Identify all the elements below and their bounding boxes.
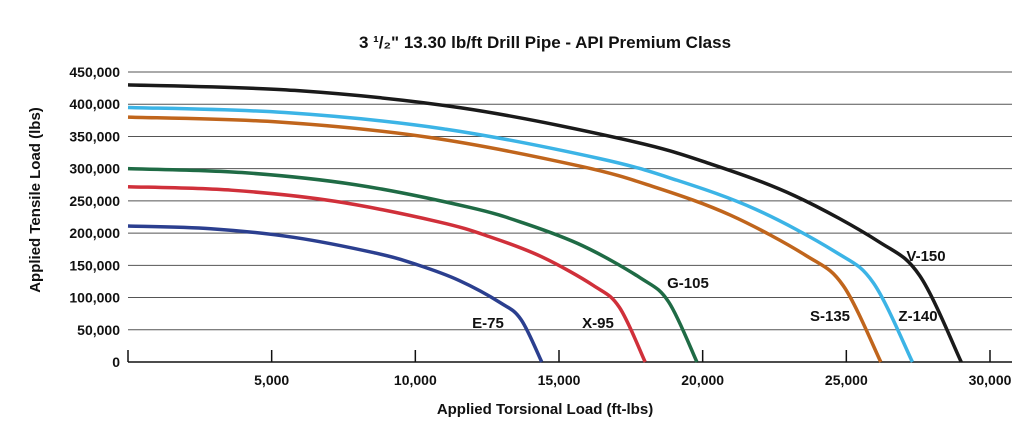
series-line — [127, 115, 883, 363]
x-tick-label: 30,000 — [969, 372, 1012, 388]
x-tick-label: 5,000 — [254, 372, 289, 388]
x-tick-label: 10,000 — [394, 372, 437, 388]
y-tick-label: 250,000 — [69, 193, 120, 209]
series-line — [127, 166, 699, 363]
series-line — [127, 105, 914, 363]
y-tick-label: 100,000 — [69, 290, 120, 306]
series-label: Z-140 — [898, 308, 937, 325]
x-axis-title: Applied Torsional Load (ft-lbs) — [437, 401, 653, 418]
series-line — [127, 184, 647, 363]
y-tick-label: 400,000 — [69, 96, 120, 112]
y-tick-label: 300,000 — [69, 161, 120, 177]
y-tick-label: 350,000 — [69, 128, 120, 144]
series-line — [127, 83, 963, 363]
y-tick-label: 200,000 — [69, 225, 120, 241]
y-tick-label: 150,000 — [69, 257, 120, 273]
chart-title: 3 ¹/₂" 13.30 lb/ft Drill Pipe - API Prem… — [359, 33, 731, 52]
series-label: S-135 — [810, 308, 850, 325]
y-tick-label: 450,000 — [69, 64, 120, 80]
series-label: E-75 — [472, 315, 504, 332]
series-label: V-150 — [906, 248, 945, 265]
y-tick-label: 0 — [112, 354, 120, 370]
series-label: X-95 — [582, 315, 614, 332]
y-axis-title: Applied Tensile Load (lbs) — [27, 107, 44, 293]
series-line — [127, 224, 544, 363]
series-label: G-105 — [667, 275, 709, 292]
y-tick-label: 50,000 — [77, 322, 120, 338]
x-tick-label: 15,000 — [538, 372, 581, 388]
x-tick-label: 25,000 — [825, 372, 868, 388]
x-tick-label: 20,000 — [681, 372, 724, 388]
